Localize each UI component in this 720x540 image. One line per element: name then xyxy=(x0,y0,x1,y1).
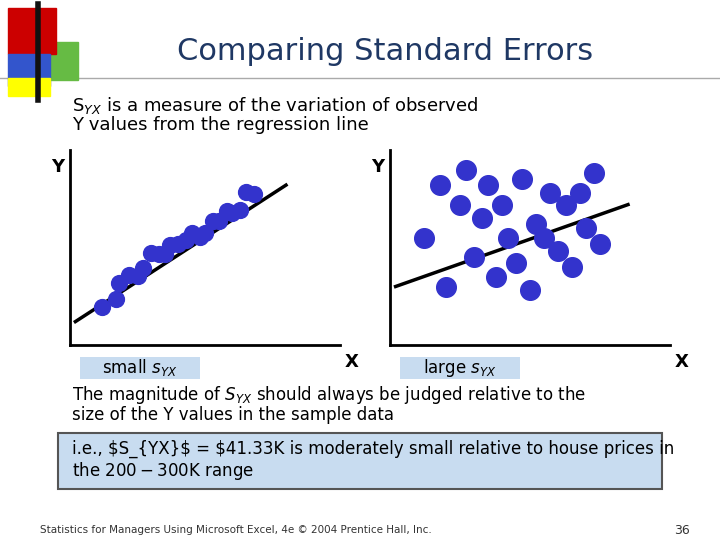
Bar xyxy=(30,42,78,80)
Point xyxy=(234,205,246,214)
Point xyxy=(490,272,502,281)
Point xyxy=(454,200,466,209)
Point xyxy=(226,208,238,217)
Point xyxy=(552,247,564,256)
Point xyxy=(110,294,122,303)
Point xyxy=(510,259,522,267)
Point xyxy=(164,240,176,249)
Point xyxy=(124,271,135,280)
Text: X: X xyxy=(675,353,689,371)
Point xyxy=(207,217,219,225)
Text: X: X xyxy=(345,353,359,371)
Text: The magnitude of $S_{YX}$ should always be judged relative to the: The magnitude of $S_{YX}$ should always … xyxy=(72,384,586,406)
Point xyxy=(544,188,555,197)
Point xyxy=(248,190,259,198)
Point xyxy=(530,220,541,228)
Point xyxy=(524,286,536,295)
Point xyxy=(482,181,494,190)
Point xyxy=(440,282,451,291)
Point xyxy=(180,235,192,244)
Point xyxy=(435,181,446,190)
Text: Y values from the regression line: Y values from the regression line xyxy=(72,116,369,134)
Point xyxy=(194,233,205,241)
Text: 36: 36 xyxy=(674,523,690,537)
Text: large $s_{YX}$: large $s_{YX}$ xyxy=(423,357,497,379)
Bar xyxy=(58,433,662,489)
Text: S$_{YX}$ is a measure of the variation of observed: S$_{YX}$ is a measure of the variation o… xyxy=(72,94,478,116)
Bar xyxy=(8,8,56,54)
Text: Y: Y xyxy=(372,158,384,176)
Bar xyxy=(8,54,50,86)
Point xyxy=(418,233,429,242)
Point xyxy=(212,217,224,226)
Point xyxy=(145,249,157,258)
Point xyxy=(594,239,606,248)
Point xyxy=(561,200,572,209)
Point xyxy=(580,224,592,232)
Bar xyxy=(8,78,50,96)
Point xyxy=(516,175,527,184)
Point xyxy=(496,200,508,209)
Point xyxy=(172,240,184,248)
Point xyxy=(575,188,586,197)
Point xyxy=(468,253,480,261)
Point xyxy=(137,264,148,273)
Text: the $200 - $300K range: the $200 - $300K range xyxy=(72,460,254,482)
Point xyxy=(502,233,513,242)
Bar xyxy=(80,357,200,379)
Bar xyxy=(400,357,520,379)
Text: i.e., $S_{YX}$ = $41.33K is moderately small relative to house prices in: i.e., $S_{YX}$ = $41.33K is moderately s… xyxy=(72,440,674,458)
Text: size of the Y values in the sample data: size of the Y values in the sample data xyxy=(72,406,394,424)
Point xyxy=(460,165,472,174)
Point xyxy=(132,272,143,280)
Point xyxy=(589,169,600,178)
Point xyxy=(477,214,488,222)
Point xyxy=(240,187,251,196)
Text: Y: Y xyxy=(51,158,65,176)
Point xyxy=(158,249,170,258)
Point xyxy=(153,249,165,258)
Text: small $s_{YX}$: small $s_{YX}$ xyxy=(102,357,178,379)
Point xyxy=(539,233,550,242)
Point xyxy=(566,262,577,271)
Point xyxy=(96,303,108,312)
Text: Comparing Standard Errors: Comparing Standard Errors xyxy=(177,37,593,66)
Point xyxy=(199,228,211,237)
Text: Statistics for Managers Using Microsoft Excel, 4e © 2004 Prentice Hall, Inc.: Statistics for Managers Using Microsoft … xyxy=(40,525,432,535)
Point xyxy=(186,228,197,237)
Point xyxy=(113,279,125,288)
Point xyxy=(221,206,233,215)
